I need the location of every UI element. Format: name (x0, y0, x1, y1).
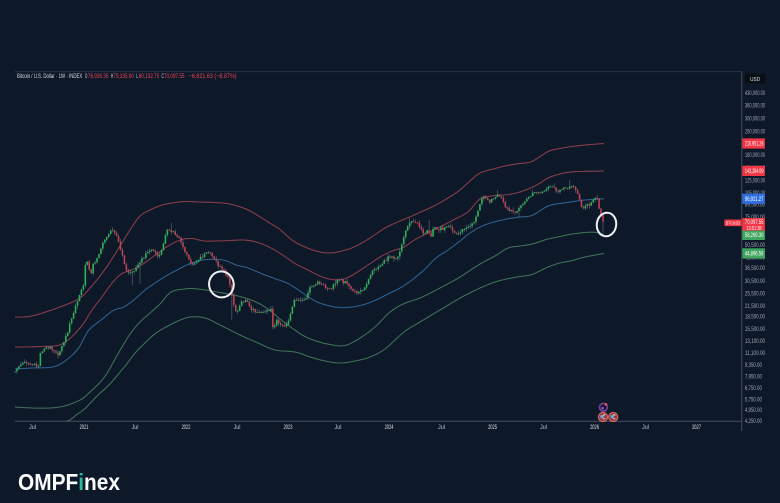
svg-text:44,896.56: 44,896.56 (745, 252, 764, 258)
svg-text:2023: 2023 (284, 424, 293, 431)
svg-text:Bitcoin / U.S. Dollar · 1W · I: Bitcoin / U.S. Dollar · 1W · INDEX (17, 73, 82, 80)
svg-text:25,500.00: 25,500.00 (745, 292, 766, 298)
svg-text:2026: 2026 (590, 424, 599, 431)
svg-text:89,500.00: 89,500.00 (745, 203, 766, 209)
svg-text:50,500.00: 50,500.00 (745, 243, 766, 249)
svg-text:USD: USD (750, 77, 760, 83)
svg-text:21,500.00: 21,500.00 (745, 304, 766, 310)
svg-text:H: H (111, 73, 113, 80)
svg-text:300,000.00: 300,000.00 (745, 117, 766, 123)
svg-text:2024: 2024 (385, 424, 394, 431)
svg-text:13:51:38: 13:51:38 (747, 226, 762, 232)
svg-text:OMPFinex: OMPFinex (18, 469, 120, 495)
svg-text:2021: 2021 (80, 424, 89, 431)
svg-text:18,500.00: 18,500.00 (745, 315, 766, 321)
svg-text:O: O (85, 73, 87, 80)
svg-text:9,350.00: 9,350.00 (745, 363, 762, 369)
svg-text:76,926.35: 76,926.35 (88, 73, 109, 80)
svg-text:58,269.30: 58,269.30 (745, 233, 764, 239)
svg-text:6,750.00: 6,750.00 (745, 386, 762, 392)
svg-text:36,500.00: 36,500.00 (745, 266, 766, 272)
svg-text:Jul: Jul (438, 424, 445, 431)
svg-text:2025: 2025 (488, 424, 497, 431)
svg-text:15,500.00: 15,500.00 (745, 327, 766, 333)
svg-text:180,000.00: 180,000.00 (745, 153, 766, 159)
svg-text:4,250.00: 4,250.00 (745, 419, 762, 425)
svg-text:360,000.00: 360,000.00 (745, 104, 766, 110)
svg-text:96,921.27: 96,921.27 (745, 197, 764, 203)
svg-text:11,100.00: 11,100.00 (745, 351, 766, 357)
svg-text:250,000.00: 250,000.00 (745, 130, 766, 136)
svg-text:BTCUSD: BTCUSD (726, 221, 741, 226)
svg-text:79,335.00: 79,335.00 (113, 73, 134, 80)
svg-text:Jul: Jul (132, 424, 139, 431)
svg-text:125,000.00: 125,000.00 (745, 179, 766, 185)
svg-text:C: C (162, 73, 165, 80)
svg-text:5,750.00: 5,750.00 (745, 398, 762, 404)
svg-text:30,500.00: 30,500.00 (745, 279, 766, 285)
svg-text:Jul: Jul (335, 424, 342, 431)
svg-text:60,132.75: 60,132.75 (139, 73, 160, 80)
svg-text:Jul: Jul (540, 424, 547, 431)
svg-text:70,097.55: 70,097.55 (164, 73, 185, 80)
svg-text:2027: 2027 (692, 424, 701, 431)
svg-text:70,097.55: 70,097.55 (745, 220, 764, 226)
svg-text:2022: 2022 (182, 424, 191, 431)
svg-text:13,100.00: 13,100.00 (745, 339, 766, 345)
svg-text:L: L (136, 73, 138, 80)
svg-text:7,950.00: 7,950.00 (745, 375, 762, 381)
svg-text:430,000.00: 430,000.00 (745, 91, 766, 97)
svg-text:4,950.00: 4,950.00 (745, 408, 762, 414)
svg-text:210,951.28: 210,951.28 (745, 142, 764, 148)
svg-text:Jul: Jul (234, 424, 241, 431)
svg-text:Jul: Jul (642, 424, 649, 431)
svg-text:Jul: Jul (29, 424, 36, 431)
svg-text:143,284.09: 143,284.09 (745, 169, 764, 175)
svg-text:−6,821.63 (−8.87%): −6,821.63 (−8.87%) (189, 73, 237, 80)
